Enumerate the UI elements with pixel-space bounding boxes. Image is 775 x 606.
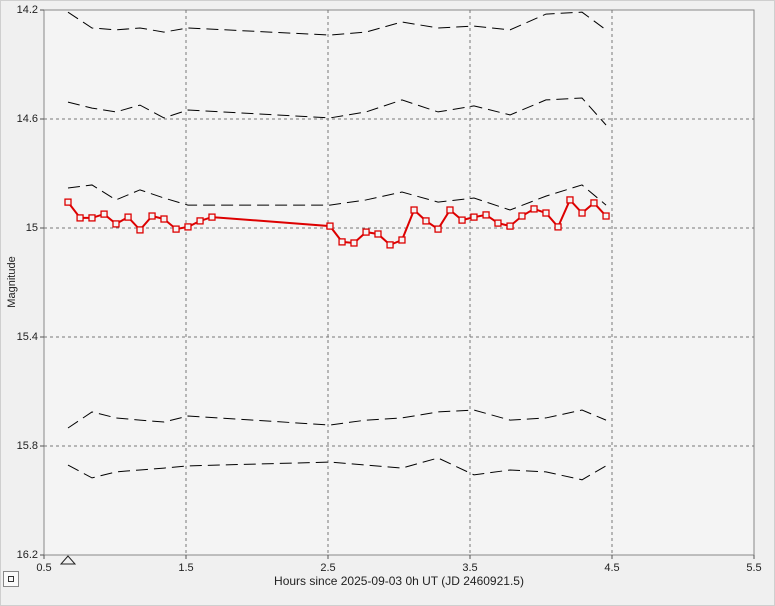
data-point [398,236,406,244]
data-point [410,206,418,214]
data-point [148,212,156,220]
comparison-line [67,457,607,481]
data-point [184,223,192,231]
y-tick-label: 15 [26,222,38,234]
x-tick-label: 2.5 [320,562,335,574]
data-point [386,241,394,249]
y-axis-label: Magnitude [6,256,18,307]
data-point [338,238,346,246]
data-point [100,210,108,218]
y-tick-label: 15.4 [17,331,38,343]
y-tick-label: 14.2 [17,4,38,16]
data-point [458,216,466,224]
y-tick-label: 16.2 [17,549,38,561]
data-point [590,199,598,207]
data-point [76,214,84,222]
data-point [542,209,550,217]
data-point [112,220,120,228]
y-tick-label: 15.8 [17,440,38,452]
data-point [350,239,358,247]
x-tick-label: 1.5 [178,562,193,574]
data-point [470,213,478,221]
data-point [518,212,526,220]
data-point [160,215,168,223]
data-point [136,226,144,234]
comparison-line [67,409,607,429]
x-axis-label: Hours since 2025-09-03 0h UT (JD 2460921… [274,574,524,588]
x-tick-label: 5.5 [746,562,761,574]
data-point [64,198,72,206]
comparison-line [67,11,607,36]
data-point [362,228,370,236]
x-tick-label: 0.5 [36,562,51,574]
data-point [530,205,538,213]
y-tick-label: 14.6 [17,113,38,125]
data-point [446,206,454,214]
data-point [326,222,334,230]
data-point [506,222,514,230]
comparison-line [67,97,607,126]
x-tick-label: 3.5 [462,562,477,574]
data-point [88,214,96,222]
data-point [566,196,574,204]
data-point [578,209,586,217]
data-point [422,217,430,225]
comparison-line [67,184,607,211]
data-point [374,230,382,238]
data-point [494,219,502,227]
option-button[interactable] [3,571,19,587]
x-tick-label: 4.5 [604,562,619,574]
data-point [208,213,216,221]
time-marker [59,555,77,565]
data-point [196,217,204,225]
data-point [602,212,610,220]
data-point [554,223,562,231]
data-point [482,211,490,219]
plot-area [43,9,755,556]
data-point [434,225,442,233]
data-point [172,225,180,233]
data-point [124,213,132,221]
